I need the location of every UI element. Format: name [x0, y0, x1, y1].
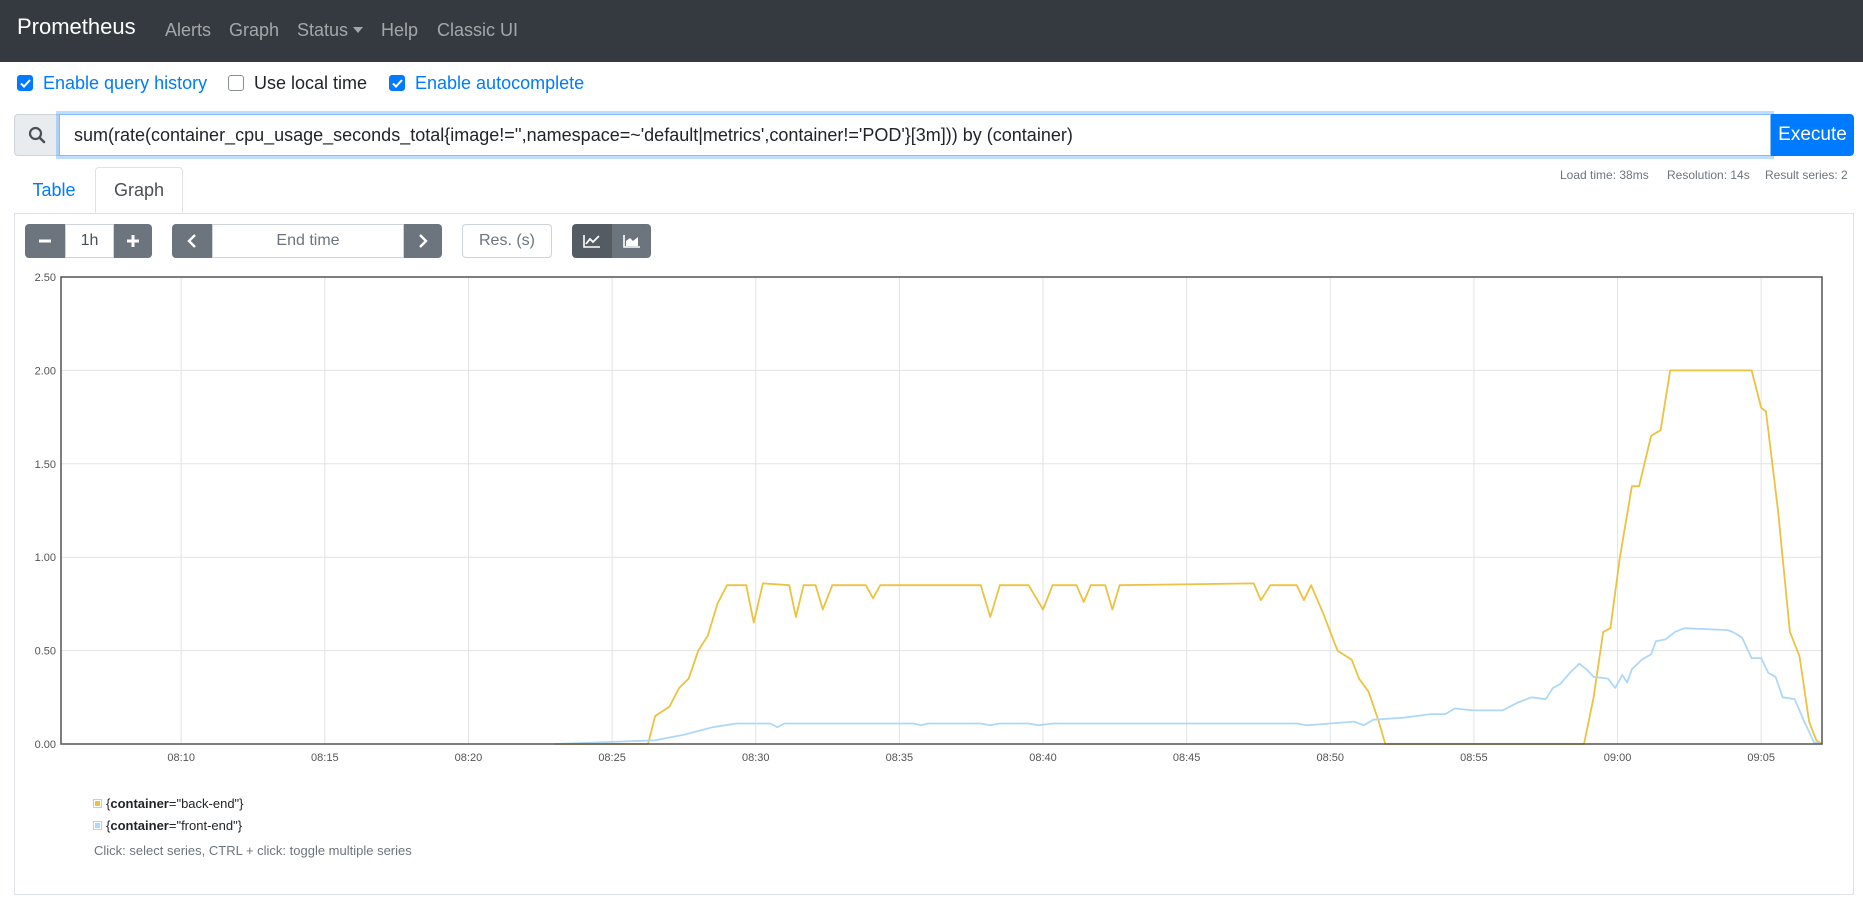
legend-eq: = [168, 818, 177, 833]
chevron-right-icon [419, 234, 428, 248]
legend-key: container [110, 796, 169, 811]
legend-item-front-end[interactable]: {container = "front-end"} [93, 818, 242, 833]
navbar: Prometheus Alerts Graph Status Help Clas… [0, 0, 1863, 62]
plus-icon [127, 235, 139, 247]
minus-icon [39, 239, 51, 243]
legend-key: container [110, 818, 169, 833]
legend-value: "back-end" [176, 796, 240, 811]
result-series-stat: Result series: 2 [1765, 168, 1848, 182]
nav-classic-ui[interactable]: Classic UI [437, 20, 519, 40]
end-time-input[interactable]: End time [212, 224, 404, 258]
brand-logo-text[interactable]: Prometheus [17, 14, 136, 39]
checkbox-local-time[interactable] [228, 75, 244, 91]
resolution-input[interactable]: Res. (s) [462, 224, 552, 258]
resolution-stat: Resolution: 14s [1667, 168, 1750, 182]
nav-help[interactable]: Help [381, 20, 419, 40]
lines-mode-button[interactable] [572, 224, 612, 258]
legend-label-close: } [237, 818, 243, 833]
nav-alerts[interactable]: Alerts [165, 20, 212, 40]
tab-table[interactable]: Table [32, 179, 76, 200]
end-time-forward-button[interactable] [404, 224, 442, 258]
nav-status[interactable]: Status [297, 20, 364, 41]
graph-panel [14, 213, 1854, 895]
execute-button[interactable]: Execute [1771, 114, 1854, 156]
line-chart-icon [583, 235, 600, 248]
legend-swatch [93, 799, 102, 808]
decrease-range-button[interactable] [25, 224, 65, 258]
load-time-stat: Load time: 38ms [1560, 168, 1649, 182]
area-chart-icon [622, 235, 640, 248]
legend-item-back-end[interactable]: {container = "back-end"} [93, 796, 244, 811]
tab-graph[interactable]: Graph [95, 167, 183, 213]
option-local-time[interactable]: Use local time [228, 72, 367, 94]
legend-eq: = [168, 796, 177, 811]
chevron-left-icon [187, 234, 196, 248]
nav-graph[interactable]: Graph [229, 20, 280, 40]
local-time-label[interactable]: Use local time [254, 72, 368, 93]
checkbox-query-history[interactable] [17, 75, 33, 91]
end-time-back-button[interactable] [172, 224, 212, 258]
checkbox-autocomplete[interactable] [389, 75, 405, 91]
option-autocomplete[interactable]: Enable autocomplete [389, 72, 584, 94]
autocomplete-label[interactable]: Enable autocomplete [415, 72, 585, 93]
stacked-mode-button[interactable] [612, 224, 651, 258]
checkmark-icon [391, 78, 403, 88]
nav-status-label: Status [297, 20, 349, 40]
checkmark-icon [19, 78, 31, 88]
option-query-history[interactable]: Enable query history [17, 72, 207, 94]
range-input[interactable]: 1h [65, 224, 114, 258]
query-expression-input[interactable]: sum(rate(container_cpu_usage_seconds_tot… [59, 114, 1771, 156]
legend-value: "front-end" [176, 818, 238, 833]
legend-label-close: } [239, 796, 244, 811]
legend-hint: Click: select series, CTRL + click: togg… [94, 843, 412, 858]
search-addon [14, 114, 59, 156]
legend-label-open: { [106, 796, 111, 811]
legend-swatch [93, 821, 102, 830]
legend-label-open: { [106, 818, 111, 833]
caret-down-icon [353, 27, 364, 33]
search-icon [28, 126, 46, 144]
increase-range-button[interactable] [114, 224, 152, 258]
query-history-label[interactable]: Enable query history [43, 72, 208, 93]
